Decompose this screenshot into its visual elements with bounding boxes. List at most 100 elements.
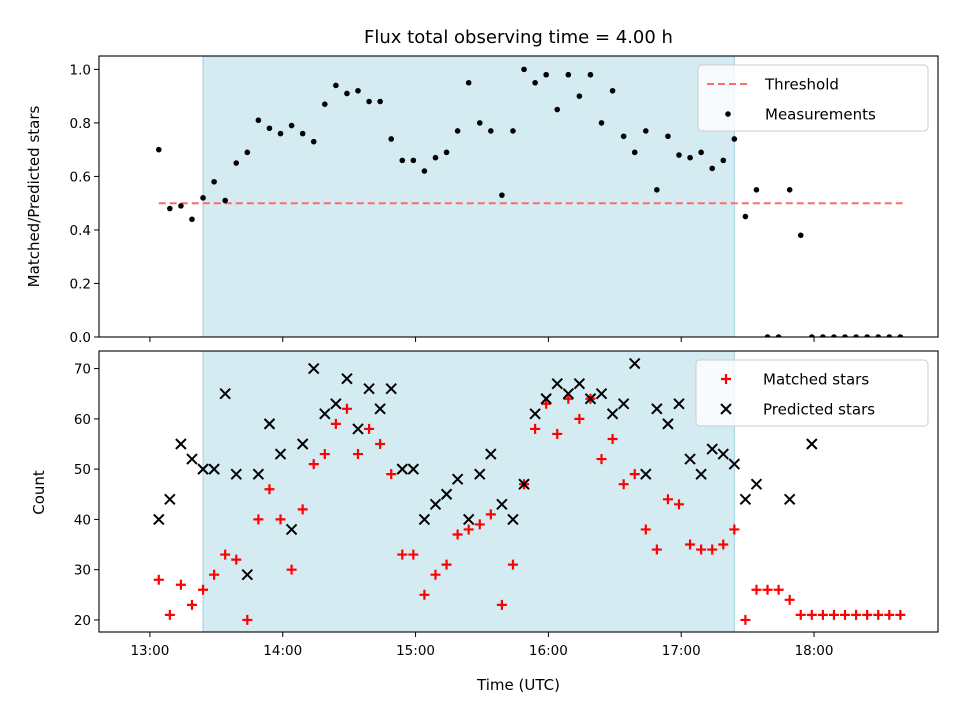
measurement-point (842, 334, 848, 337)
measurement-point (465, 79, 472, 86)
measurement-point (488, 128, 494, 134)
predicted-point (485, 448, 497, 460)
axes-frame (98, 55, 939, 338)
matched-point (729, 524, 740, 535)
matched-point (762, 584, 773, 595)
predicted-point (451, 473, 464, 485)
measurement-point (698, 149, 704, 156)
y-tick-label: 0.2 (70, 276, 91, 292)
measurement-point (587, 71, 594, 78)
matched-point (806, 609, 817, 620)
matched-point (231, 554, 242, 565)
predicted-point (617, 398, 630, 410)
measurement-point (288, 122, 295, 129)
measurement-point (178, 203, 184, 209)
measurement-point (864, 334, 870, 337)
y-tick-label: 0.4 (70, 223, 91, 239)
matched-point (364, 423, 375, 434)
predicted-point (595, 388, 608, 400)
measurement-point (277, 130, 284, 137)
predicted-point (352, 423, 364, 435)
series-measurements (155, 66, 904, 337)
top-panel: 0.0 0.2 0.4 0.6 0.8 1.0 Threshold Measurements (70, 55, 939, 346)
measurement-point (344, 90, 350, 97)
y-tick-label: 50 (74, 462, 91, 478)
measurement-point (211, 178, 217, 185)
predicted-point (308, 362, 320, 375)
matched-point (452, 529, 463, 540)
legend-predicted-swatch (720, 403, 732, 415)
predicted-point (440, 488, 453, 500)
matched-point (175, 579, 186, 590)
matched-point (341, 403, 352, 414)
measurement-point (499, 192, 505, 198)
matched-point (828, 609, 839, 620)
measurement-point (388, 136, 395, 142)
observing-window-span (203, 351, 735, 632)
matched-point (430, 569, 441, 580)
measurement-point (775, 334, 782, 337)
measurement-point (266, 125, 273, 132)
matched-point (353, 449, 364, 460)
matched-point (884, 609, 895, 620)
legend-box (697, 64, 929, 132)
matched-point (607, 433, 618, 444)
plot-area (155, 66, 904, 337)
plot-area (153, 357, 906, 625)
matched-point (563, 393, 574, 404)
measurement-point (155, 146, 162, 153)
measurement-point (897, 334, 904, 337)
measurement-point (742, 213, 749, 220)
predicted-point (529, 408, 541, 420)
predicted-point (673, 398, 685, 410)
predicted-point (806, 438, 818, 450)
matched-point (574, 413, 585, 424)
matched-point (319, 449, 330, 460)
matched-point (596, 454, 607, 465)
measurement-point (620, 133, 627, 140)
predicted-point (662, 418, 674, 430)
matched-point (851, 609, 862, 620)
legend-label: Predicted stars (763, 401, 875, 419)
predicted-point (562, 388, 575, 400)
predicted-point (285, 523, 298, 536)
legend-label: Measurements (765, 106, 876, 124)
matched-point (408, 549, 419, 560)
matched-point (264, 484, 275, 495)
matched-point (220, 549, 231, 560)
measurement-point (609, 87, 616, 94)
y-tick-label: 1.0 (70, 62, 91, 78)
matched-point (485, 509, 496, 520)
predicted-point (429, 498, 442, 511)
matched-point (696, 544, 707, 555)
predicted-point (296, 438, 309, 450)
predicted-point (230, 468, 242, 480)
predicted-point (684, 453, 696, 465)
predicted-point (706, 443, 718, 455)
y-tick-label: 0.8 (70, 116, 91, 132)
measurement-point (875, 334, 882, 337)
predicted-point (197, 463, 209, 475)
measurement-point (886, 334, 893, 337)
matched-point (186, 599, 197, 610)
predicted-point (164, 493, 176, 505)
measurement-point (709, 165, 716, 172)
measurement-point (222, 197, 228, 204)
predicted-point (474, 468, 486, 480)
y-tick-label: 30 (74, 563, 91, 579)
y-tick-label: 60 (74, 412, 91, 428)
predicted-point (651, 403, 663, 415)
predicted-point (219, 388, 231, 400)
matched-point (629, 469, 640, 480)
measurement-point (598, 120, 605, 126)
matched-point (718, 539, 729, 550)
measurement-point (797, 232, 804, 239)
legend: Threshold Measurements (697, 64, 929, 132)
predicted-point (640, 468, 652, 480)
measurement-point (521, 66, 527, 73)
axes-frame (98, 350, 939, 633)
predicted-point (750, 478, 763, 490)
y-tick-label: 40 (74, 512, 91, 528)
predicted-point (363, 382, 375, 395)
